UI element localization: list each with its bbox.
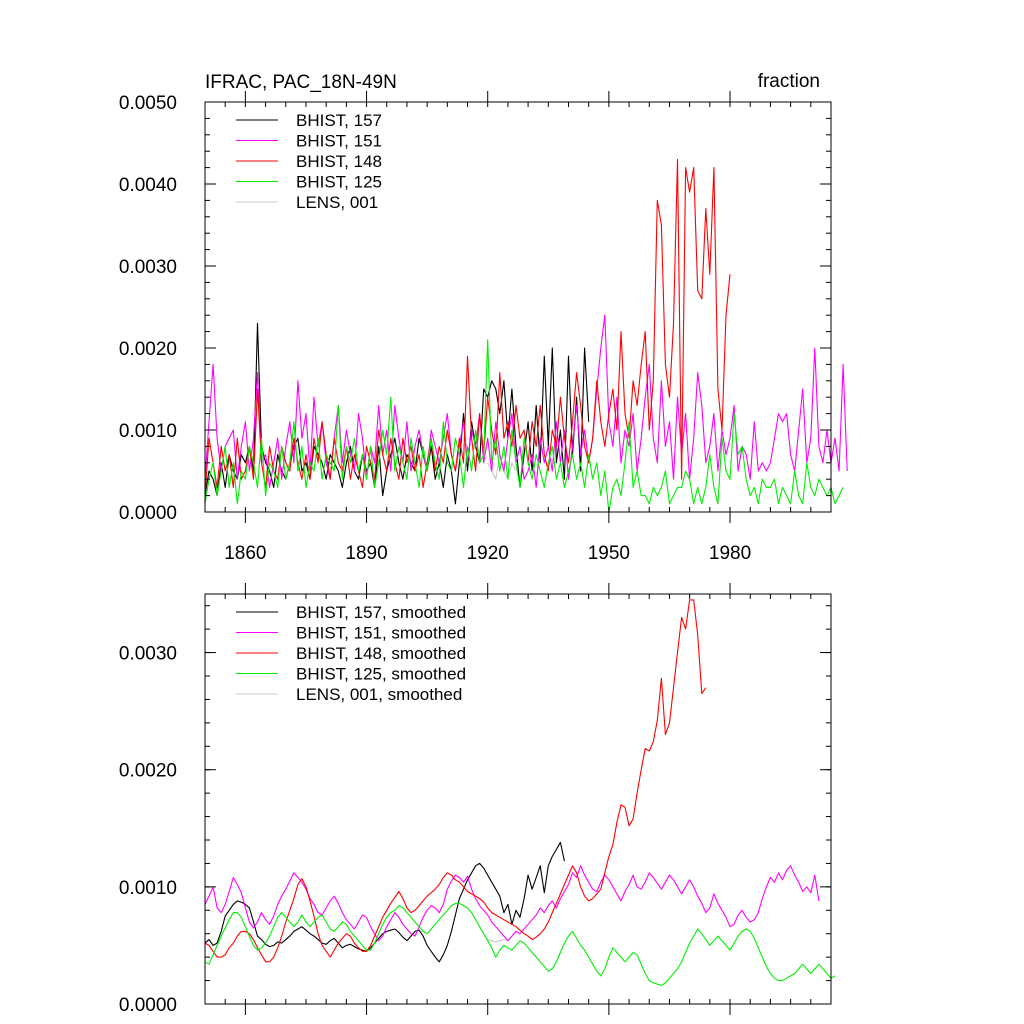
top-legend-label: BHIST, 151 [296,132,382,151]
bottom-series-line-bhist-157-smoothed [204,841,565,963]
bottom-legend-label: BHIST, 148, smoothed [296,644,466,663]
top-legend-label: BHIST, 125 [296,173,382,192]
top-y-tick-label: 0.0020 [119,339,177,360]
bottom-legend-label: BHIST, 151, smoothed [296,624,466,643]
bottom-panel: 0.0000 0.0010 0.0020 0.0030 BHIST, 157, smo… [119,583,836,1016]
bottom-y-tick-label: 0.0010 [119,878,177,899]
bottom-legend-label: LENS, 001, smoothed [296,685,462,704]
top-x-tick-label: 1860 [224,543,266,564]
top-y-tick-label: 0.0030 [119,257,177,278]
bottom-y-tick-label: 0.0000 [119,995,177,1016]
top-panel: IFRAC, PAC_18N-49N fraction 1860 1890 1920… [119,71,848,564]
top-y-tick-label: 0.0000 [119,503,177,524]
bottom-series-line-bhist-148-smoothed [204,599,707,963]
top-y-tick-label: 0.0040 [119,175,177,196]
bottom-legend-label: BHIST, 125, smoothed [296,665,466,684]
top-series-line-bhist-148 [204,158,731,496]
bottom-axes: 0.0000 0.0010 0.0020 0.0030 [119,583,832,1016]
bottom-series-line-bhist-125-smoothed [204,902,836,986]
chart-title: IFRAC, PAC_18N-49N [205,72,397,93]
top-axes: 1860 1890 1920 1950 1980 0.0000 0.0010 0.0020 0.… [119,91,832,564]
top-x-tick-label: 1890 [345,543,387,564]
top-y-tick-label: 0.0010 [119,421,177,442]
top-series-line-bhist-125 [204,339,844,513]
top-x-tick-label: 1920 [467,543,509,564]
units-label: fraction [758,71,820,92]
top-legend-label: LENS, 001 [296,193,378,212]
bottom-plot-frame [204,593,832,1005]
bottom-legend: BHIST, 157, smoothed BHIST, 151, smoothed… [236,603,466,704]
top-legend-label: BHIST, 148 [296,152,382,171]
bottom-series-line-lens-001-smoothed [487,939,509,943]
top-plot-frame [204,101,832,513]
top-y-tick-label: 0.0050 [119,93,177,114]
top-legend-label: BHIST, 157 [296,111,382,130]
top-series-group [204,158,848,513]
bottom-legend-label: BHIST, 157, smoothed [296,603,466,622]
bottom-y-tick-label: 0.0020 [119,761,177,782]
top-x-tick-label: 1980 [709,543,751,564]
top-series-line-bhist-151 [204,314,848,488]
bottom-series-group [204,599,836,986]
bottom-y-tick-label: 0.0030 [119,644,177,665]
top-x-tick-label: 1950 [588,543,630,564]
